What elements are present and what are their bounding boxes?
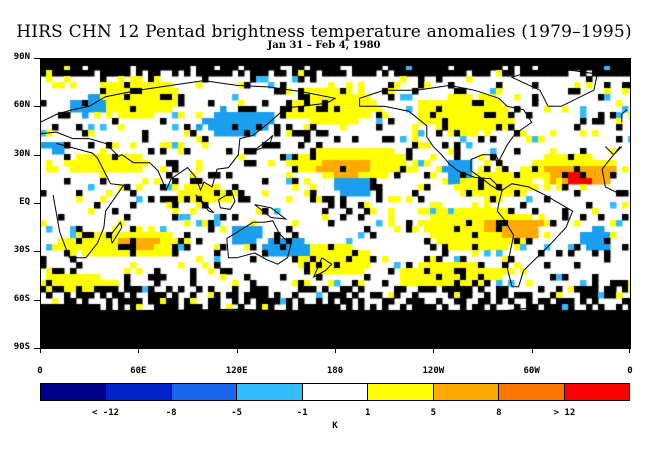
colorbar [40, 383, 630, 401]
x-tick [138, 348, 140, 353]
x-tick [629, 348, 630, 353]
colorbar-label: < -12 [92, 408, 120, 418]
x-tick-label: 0 [627, 366, 633, 376]
y-tick-label: 30S [13, 245, 30, 256]
x-tick [236, 348, 238, 353]
x-tick [40, 348, 41, 353]
y-tick-label: 90S [13, 342, 30, 352]
colorbar-label: 5 [430, 408, 437, 418]
coastline [510, 68, 598, 107]
y-tick [34, 203, 40, 204]
coastline [40, 307, 532, 320]
x-tick-label: 180 [326, 366, 344, 376]
colorbar-segment [41, 384, 107, 400]
colorbar-segment [368, 384, 434, 400]
coastline [252, 134, 274, 152]
colorbar-segment [302, 384, 369, 400]
coastline [109, 221, 123, 244]
x-tick-label: 60E [130, 366, 147, 376]
y-tick [34, 154, 40, 156]
y-tick-label: 60S [13, 293, 30, 304]
y-tick-label: 30N [13, 148, 30, 159]
colorbar-label: 1 [365, 408, 371, 418]
y-tick-label: 60N [13, 100, 30, 111]
x-tick [531, 348, 533, 353]
x-tick-label: 120E [225, 366, 248, 376]
colorbar-label: 8 [496, 408, 502, 418]
anomaly-map [40, 58, 630, 348]
colorbar-segment [499, 384, 565, 400]
colorbar-segment [433, 384, 500, 400]
colorbar-label: -8 [165, 408, 177, 418]
y-tick [34, 348, 40, 349]
y-tick [34, 251, 40, 253]
coastline [359, 84, 533, 191]
coastline-overlay [40, 68, 628, 320]
colorbar-segment [237, 384, 303, 400]
coastline [254, 204, 288, 220]
coastline [52, 142, 623, 259]
x-tick [335, 348, 336, 353]
colorbar-label: -5 [231, 408, 243, 418]
coastline [226, 220, 292, 265]
coastline [218, 190, 236, 210]
y-tick-label: EQ [19, 197, 30, 207]
map-title: HIRS CHN 12 Pentad brightness temperatur… [16, 22, 632, 42]
x-tick-label: 0 [37, 366, 43, 376]
colorbar-label: -1 [296, 408, 308, 418]
y-tick-label: 90N [13, 52, 30, 62]
colorbar-segment [171, 384, 238, 400]
colorbar-label: > 12 [553, 408, 576, 418]
y-tick [34, 58, 40, 59]
coastline [40, 81, 614, 191]
x-tick-label: 120W [422, 366, 445, 376]
coastline [312, 257, 333, 279]
y-tick [34, 106, 40, 108]
colorbar-segment [564, 384, 629, 400]
x-tick [433, 348, 435, 353]
x-tick-label: 60W [523, 366, 540, 376]
map-subtitle: Jan 31 – Feb 4, 1980 [267, 40, 381, 51]
colorbar-segment [106, 384, 172, 400]
colorbar-unit: K [332, 421, 338, 431]
y-tick [34, 299, 40, 301]
coastline [621, 109, 628, 123]
coastline [496, 183, 574, 288]
coastline [195, 194, 215, 214]
